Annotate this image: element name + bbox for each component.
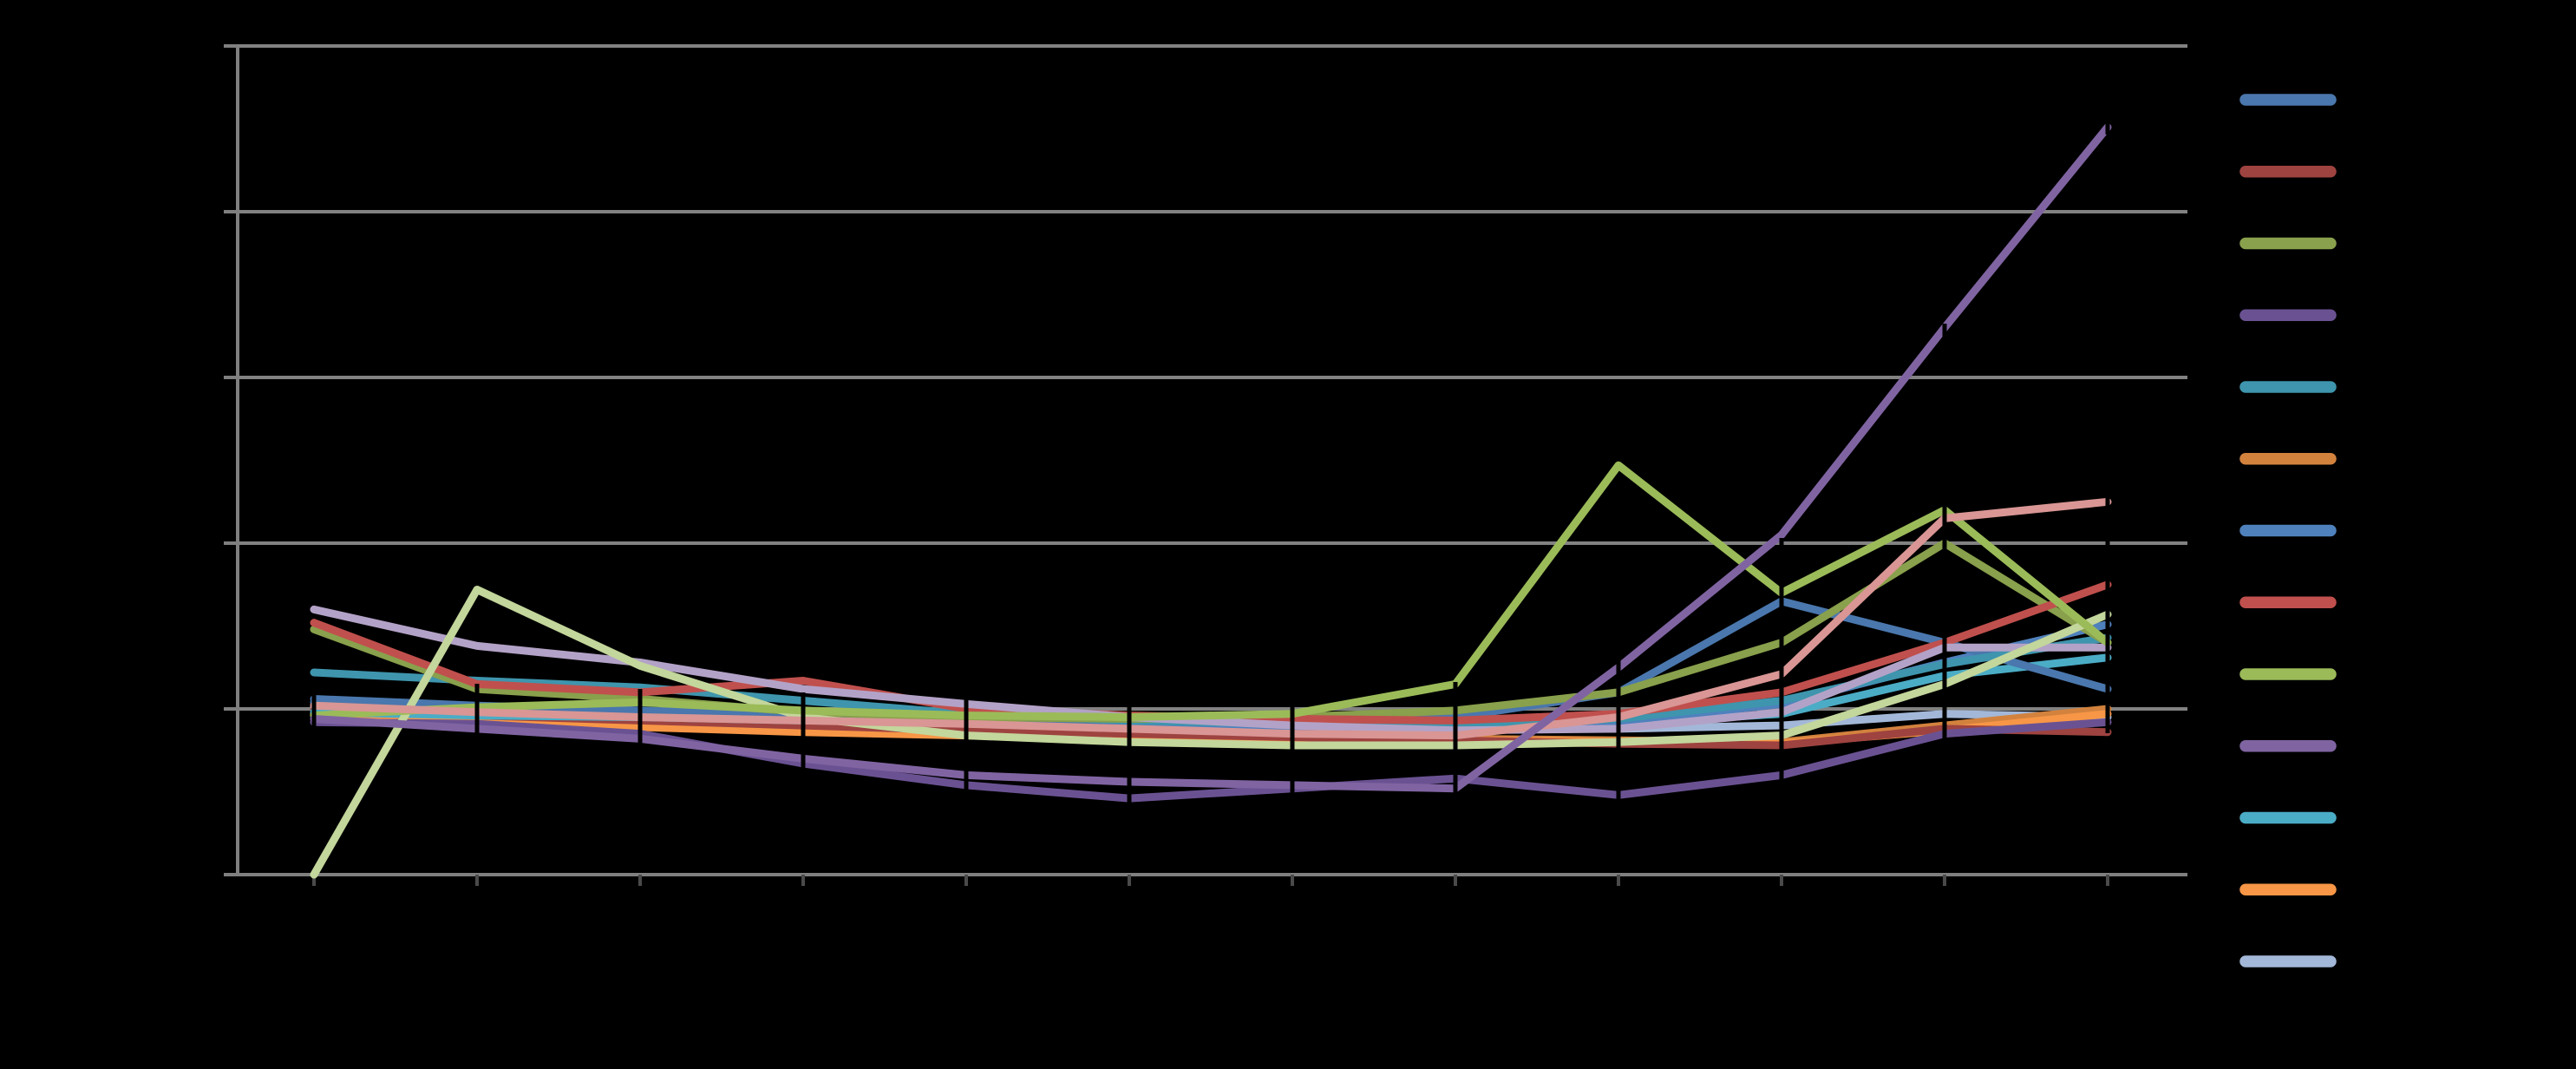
series-line-series-16 (310, 605, 2112, 735)
series-line-series-15 (310, 586, 2112, 879)
series-line-series-04 (310, 718, 2112, 803)
series-line-series-10 (310, 123, 2112, 793)
series-line-series-09 (310, 461, 2112, 721)
series-line-series-14 (310, 497, 2112, 740)
